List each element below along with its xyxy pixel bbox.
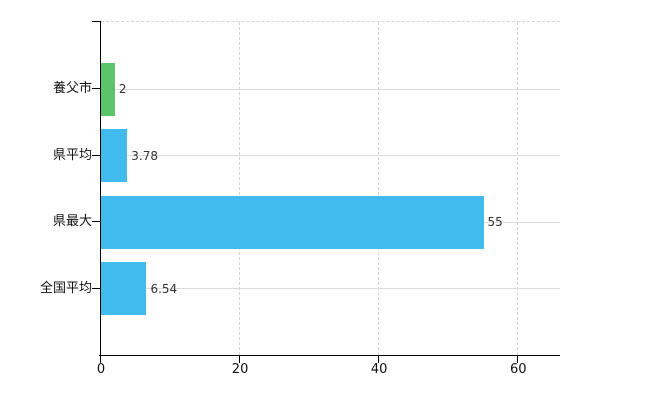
x-tick-label: 20: [231, 362, 249, 377]
y-axis-line: [99, 21, 101, 356]
x-axis-tick: [238, 356, 240, 363]
x-axis-tick: [516, 356, 518, 363]
plot-top-border: [101, 21, 560, 22]
category-label: 県平均: [52, 147, 92, 163]
x-axis-line: [99, 354, 560, 356]
x-tick-label: 60: [509, 362, 527, 377]
chart-bar: [101, 262, 147, 315]
category-label: 県最大: [52, 214, 92, 229]
x-axis-tick: [377, 356, 379, 363]
v-gridline: [378, 22, 380, 355]
y-axis-top-tick: [92, 21, 100, 22]
bar-value-label: 3.78: [131, 148, 158, 163]
x-axis-tick: [99, 356, 101, 363]
category-gridline: [101, 88, 560, 90]
v-gridline: [517, 22, 519, 355]
category-gridline: [101, 155, 560, 156]
y-axis-tick: [92, 221, 100, 223]
x-tick-label: 0: [96, 362, 106, 377]
bar-value-label: 55: [487, 215, 503, 229]
x-tick-label: 40: [370, 362, 388, 377]
category-label: 養父市: [52, 81, 92, 96]
category-gridline: [101, 288, 560, 289]
bar-value-label: 6.54: [150, 281, 178, 296]
chart-bar: [101, 195, 484, 249]
category-label: 全国平均: [39, 280, 92, 296]
y-axis-tick: [92, 154, 100, 156]
y-axis-tick: [92, 287, 100, 289]
v-gridline: [239, 22, 241, 355]
bar-value-label: 2: [118, 82, 127, 96]
chart-bar: [101, 62, 115, 116]
chart-bar: [101, 129, 128, 182]
y-axis-tick: [92, 88, 100, 90]
